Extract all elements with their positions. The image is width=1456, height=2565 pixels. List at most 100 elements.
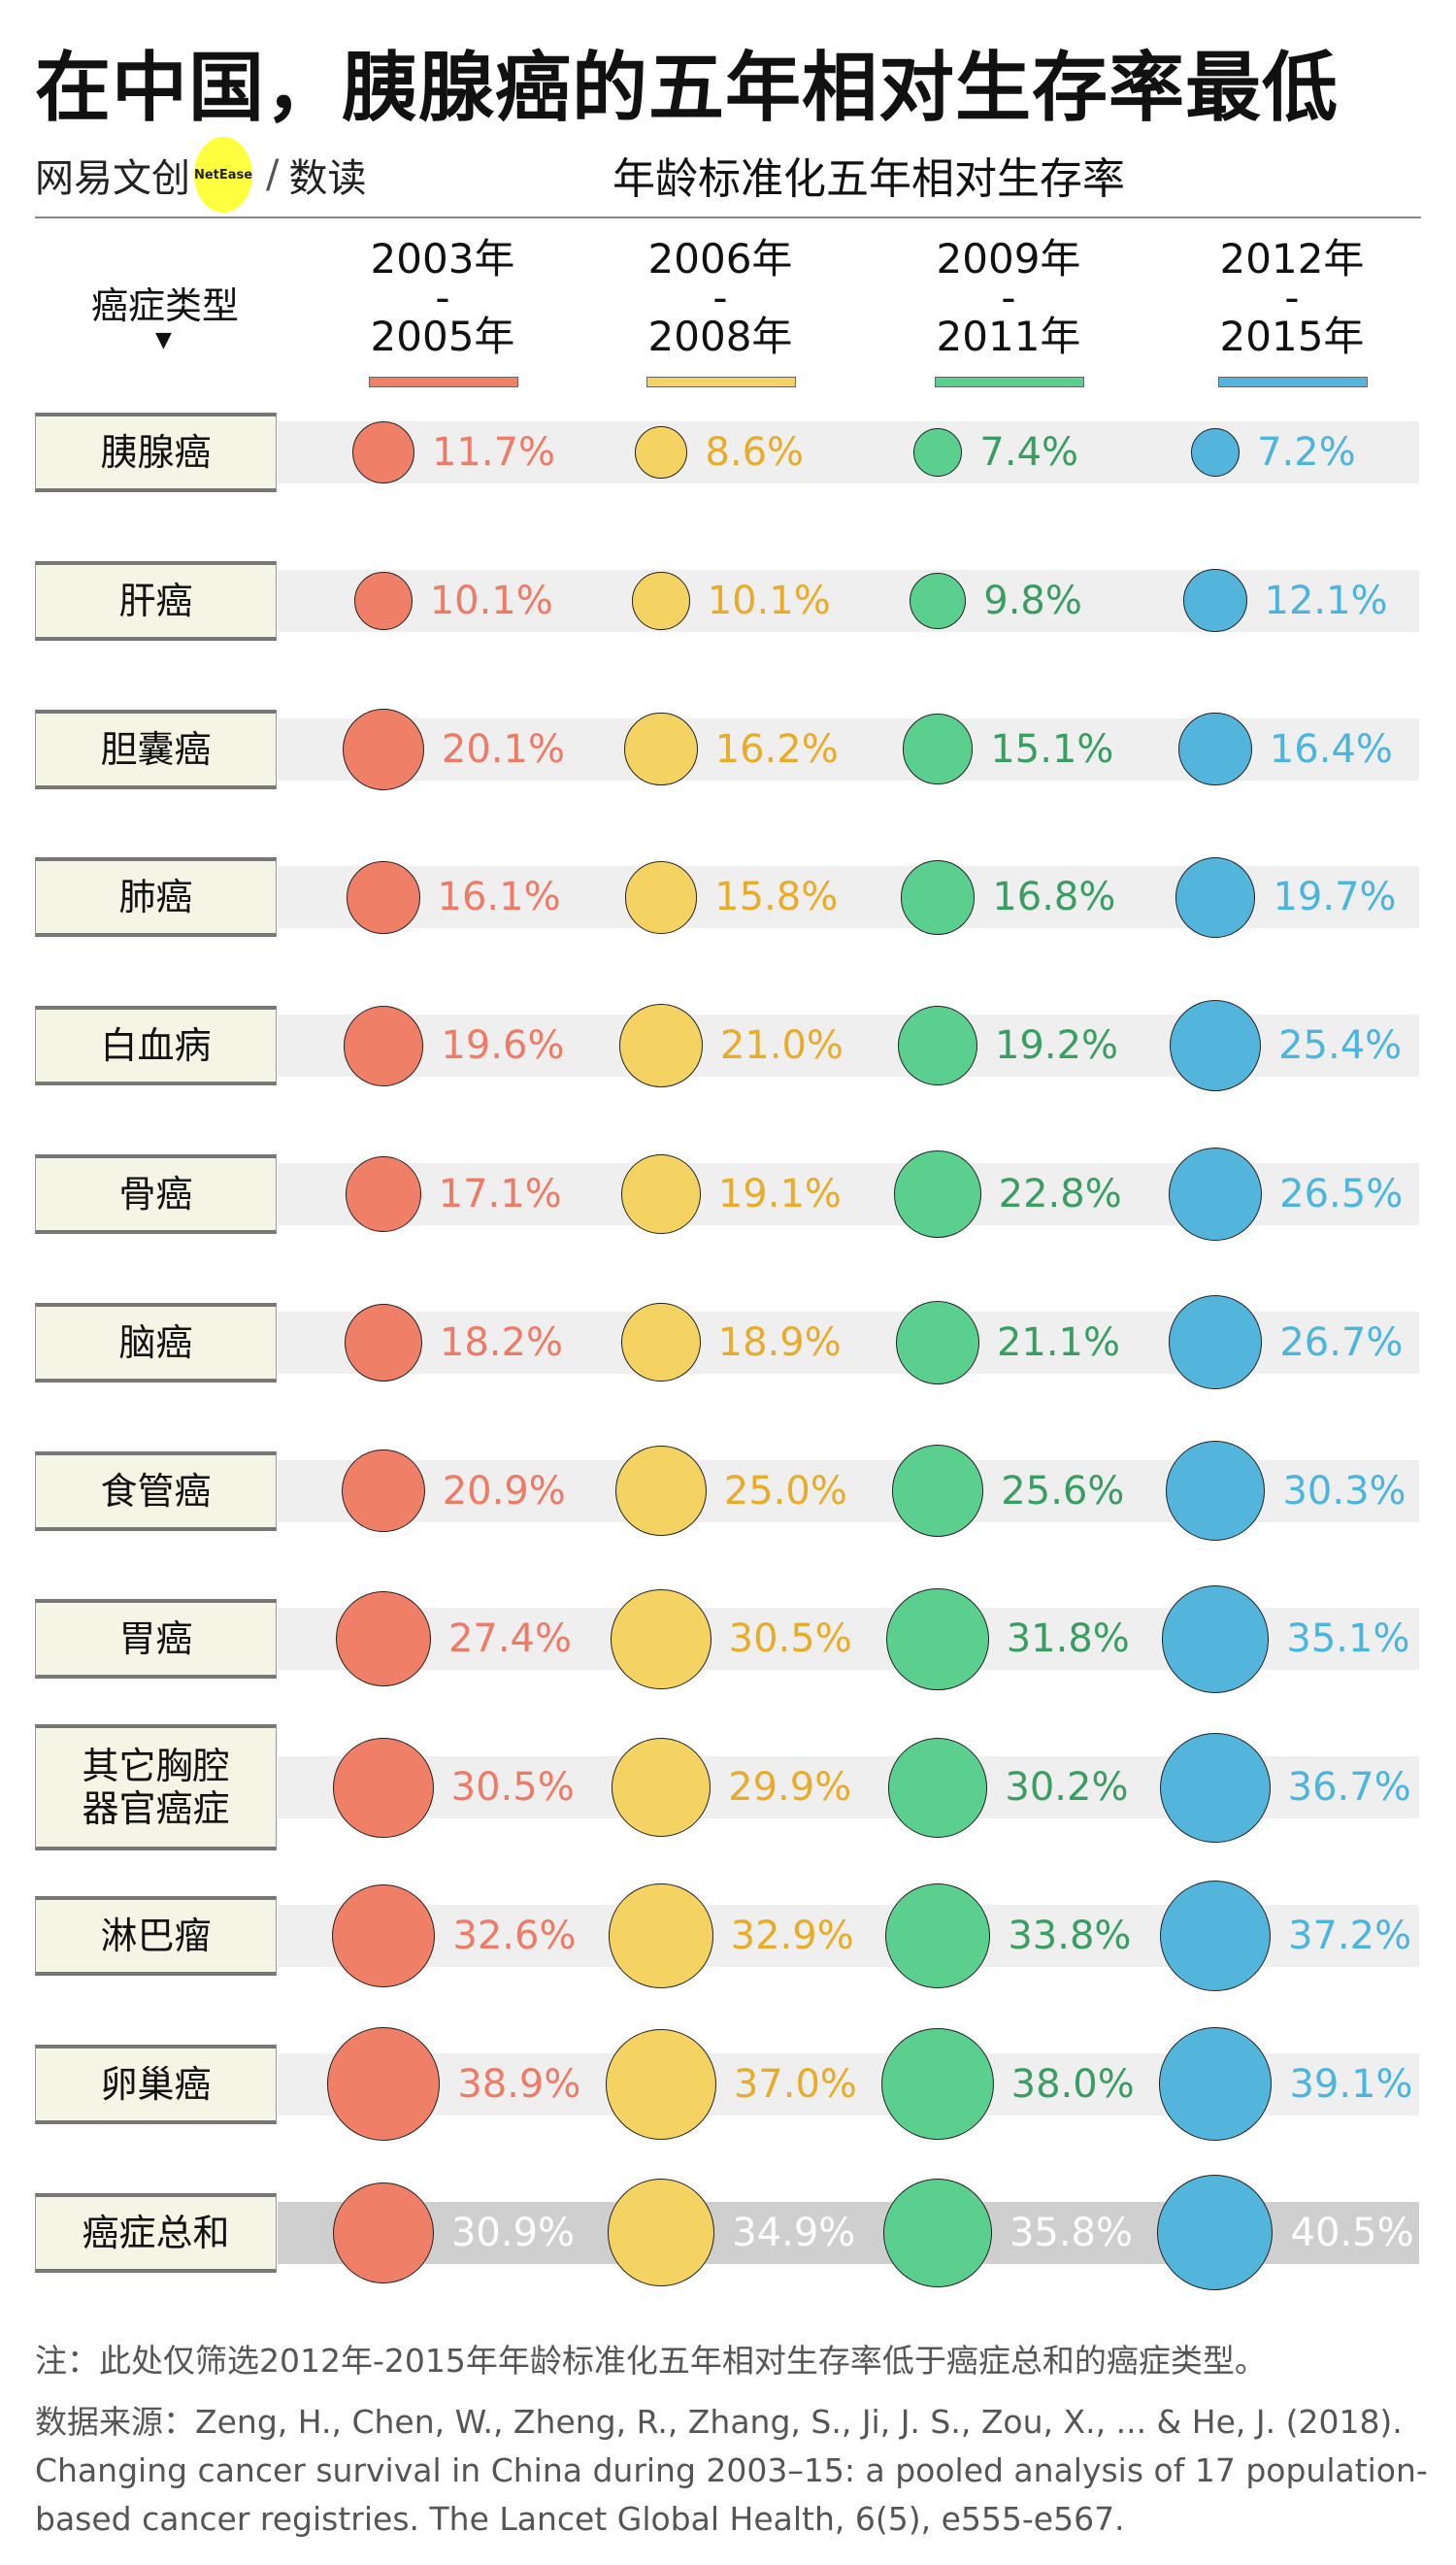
value-label: 21.0% — [719, 1023, 844, 1069]
value-bubble — [331, 1883, 436, 1988]
column-header-sep: - — [712, 274, 728, 321]
page-title: 在中国，胰腺癌的五年相对生存率最低 — [35, 45, 1340, 132]
footnote: 注：此处仅筛选2012年-2015年年龄标准化五年相对生存率低于癌症总和的癌症类… — [35, 2342, 1267, 2380]
value-bubble — [883, 2178, 992, 2287]
value-label: 37.2% — [1288, 1914, 1412, 1958]
logo: 网易文创 NetEase / 数读 — [35, 137, 367, 213]
value-label: 12.1% — [1264, 578, 1388, 623]
value-bubble — [619, 1004, 703, 1088]
column-header-start: 2009年 — [936, 235, 1081, 283]
value-label: 19.6% — [441, 1023, 565, 1069]
value-label: 30.2% — [1005, 1765, 1129, 1811]
value-label: 10.1% — [429, 578, 553, 623]
column-legend-swatch — [935, 377, 1084, 387]
value-label: 30.5% — [450, 1765, 575, 1811]
value-label: 29.9% — [728, 1765, 852, 1811]
value-label: 26.5% — [1279, 1172, 1404, 1216]
value-bubble — [336, 1591, 431, 1687]
value-label: 18.2% — [439, 1319, 563, 1365]
column-header-sep: - — [435, 274, 450, 321]
value-bubble — [1183, 569, 1247, 633]
value-bubble — [1168, 1147, 1263, 1242]
value-label: 35.8% — [1009, 2210, 1134, 2255]
value-label: 35.1% — [1286, 1616, 1410, 1662]
value-bubble — [343, 1005, 424, 1086]
value-label: 9.8% — [983, 578, 1082, 623]
value-label: 30.9% — [450, 2210, 576, 2255]
value-bubble — [606, 2028, 716, 2140]
value-bubble — [896, 1300, 979, 1384]
value-label: 19.7% — [1273, 875, 1397, 920]
header-divider — [35, 217, 1421, 218]
value-bubble — [346, 1156, 421, 1232]
value-label: 18.9% — [717, 1319, 842, 1365]
value-label: 7.4% — [979, 430, 1079, 475]
value-bubble — [1157, 2175, 1274, 2291]
row-label: 肺癌 — [35, 857, 277, 938]
value-bubble — [1178, 712, 1252, 786]
value-bubble — [1165, 1441, 1266, 1542]
value-label: 25.6% — [1001, 1468, 1125, 1514]
value-label: 38.0% — [1010, 2061, 1135, 2107]
value-bubble — [352, 421, 414, 483]
value-bubble — [634, 425, 688, 480]
value-bubble — [621, 1154, 701, 1234]
value-label: 37.0% — [733, 2061, 857, 2107]
value-label: 34.9% — [732, 2210, 856, 2255]
value-label: 36.7% — [1287, 1765, 1411, 1811]
value-bubble — [886, 1587, 989, 1691]
value-bubble — [347, 860, 420, 934]
value-bubble — [611, 1588, 711, 1690]
column-header-end: 2011年 — [936, 313, 1081, 360]
value-bubble — [1190, 427, 1241, 478]
value-label: 16.1% — [437, 875, 561, 920]
value-label: 31.8% — [1006, 1616, 1130, 1662]
column-header-end: 2008年 — [647, 313, 793, 360]
row-label: 胆囊癌 — [35, 709, 277, 789]
value-label: 22.8% — [998, 1172, 1122, 1216]
value-bubble — [1161, 1585, 1270, 1693]
value-bubble — [333, 2182, 434, 2283]
value-label: 15.8% — [714, 875, 839, 920]
value-label: 25.4% — [1278, 1023, 1403, 1069]
row-label-line: 器官癌症 — [82, 1787, 230, 1831]
column-header-sep: - — [1001, 274, 1016, 321]
row-label: 其它胸腔 器官癌症 — [35, 1724, 277, 1851]
column-legend-swatch — [646, 377, 796, 387]
value-bubble — [609, 1883, 713, 1988]
value-label: 39.1% — [1289, 2061, 1413, 2107]
column-header-end: 2015年 — [1219, 313, 1365, 360]
column-legend-swatch — [1218, 377, 1368, 387]
value-bubble — [632, 572, 690, 630]
column-header-start: 2012年 — [1219, 235, 1365, 283]
value-bubble — [891, 1445, 984, 1537]
value-label: 40.5% — [1290, 2210, 1414, 2255]
row-header: 癌症类型 — [90, 284, 239, 327]
logo-sub: 数读 — [288, 156, 367, 201]
value-bubble — [354, 572, 413, 630]
row-label: 胰腺癌 — [35, 413, 277, 492]
sort-down-icon: ▼ — [155, 328, 172, 352]
column-header-end: 2005年 — [370, 313, 515, 360]
row-label: 食管癌 — [35, 1450, 277, 1531]
value-label: 33.8% — [1008, 1914, 1132, 1958]
row-label: 淋巴瘤 — [35, 1896, 277, 1976]
value-bubble — [894, 1150, 981, 1238]
value-bubble — [1158, 2027, 1273, 2142]
column-header-sep: - — [1284, 274, 1300, 321]
column-header-start: 2006年 — [647, 235, 793, 283]
value-bubble — [343, 708, 424, 790]
value-bubble — [881, 2028, 994, 2141]
value-label: 27.4% — [447, 1616, 573, 1662]
row-label: 胃癌 — [35, 1599, 277, 1680]
logo-brand: 网易文创 — [35, 156, 190, 201]
value-label: 19.2% — [994, 1023, 1119, 1069]
value-bubble — [624, 712, 698, 786]
value-bubble — [1159, 1880, 1272, 1992]
logo-badge: NetEase — [194, 137, 252, 213]
value-bubble — [345, 1303, 422, 1382]
value-label: 16.8% — [992, 875, 1116, 920]
value-bubble — [1168, 1295, 1263, 1390]
column-legend-swatch — [369, 377, 518, 387]
value-label: 11.7% — [431, 430, 556, 475]
